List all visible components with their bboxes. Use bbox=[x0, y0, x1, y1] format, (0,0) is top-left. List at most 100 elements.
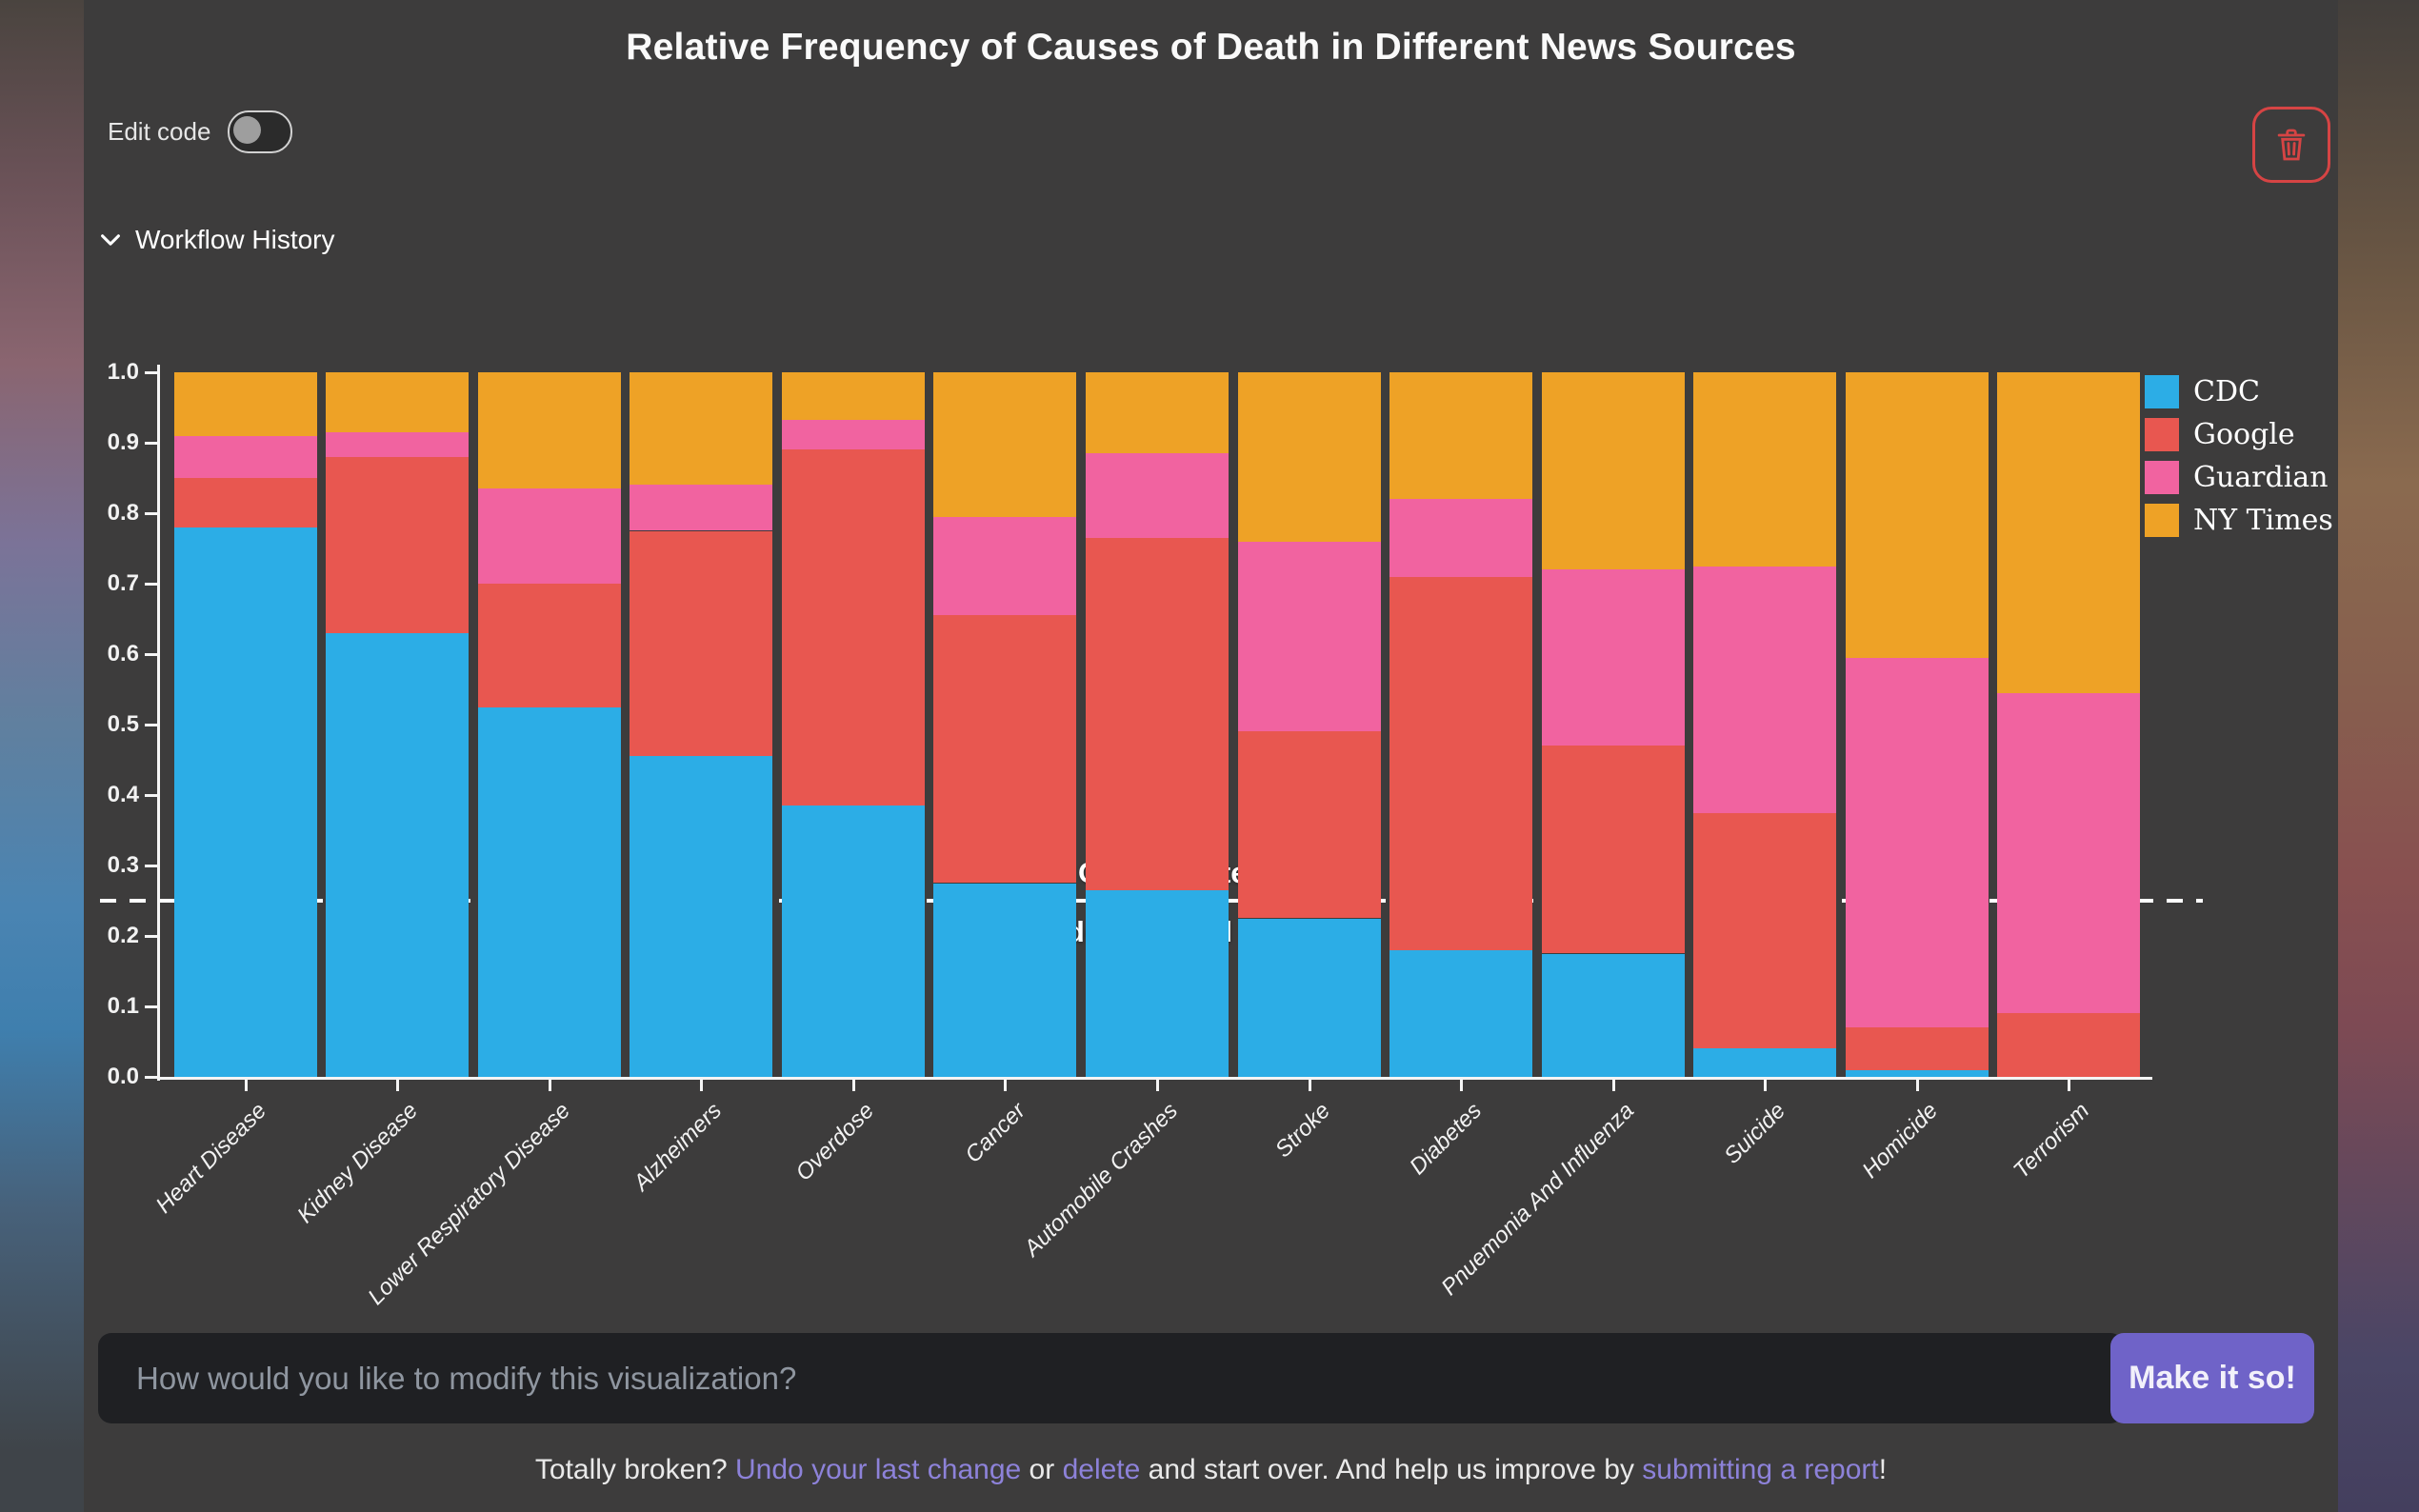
y-tick-label: 0.6 bbox=[107, 641, 139, 666]
bar-segment-guardian bbox=[1541, 569, 1685, 746]
footer-link[interactable]: Undo your last change bbox=[735, 1454, 1022, 1485]
footer-text: and start over. And help us improve by bbox=[1140, 1454, 1643, 1485]
x-tick-mark bbox=[2068, 1080, 2071, 1091]
bar-segment-guardian bbox=[173, 435, 317, 478]
y-tick-label: 0.3 bbox=[107, 852, 139, 878]
bar-segment-ny-times bbox=[1086, 372, 1229, 454]
bar-segment-google bbox=[781, 449, 925, 806]
x-tick-label: Homicide bbox=[1856, 1098, 1943, 1184]
prompt-bar: Make it so! bbox=[98, 1333, 2314, 1423]
x-tick-label: Automobile Crashes bbox=[1019, 1098, 1184, 1262]
bar-segment-ny-times bbox=[477, 372, 621, 489]
bar-segment-guardian bbox=[1997, 692, 2141, 1014]
y-tick-mark bbox=[145, 935, 157, 938]
y-tick-label: 0.4 bbox=[107, 782, 139, 807]
y-tick-label: 1.0 bbox=[107, 359, 139, 385]
y-tick-label: 0.0 bbox=[107, 1064, 139, 1089]
x-tick-mark bbox=[700, 1080, 704, 1091]
bar-segment-cdc bbox=[1541, 953, 1685, 1077]
legend-item-guardian: Guardian bbox=[2145, 456, 2333, 499]
x-tick-label: Heart Disease bbox=[150, 1098, 271, 1219]
x-tick-mark bbox=[396, 1080, 400, 1091]
bar-segment-ny-times bbox=[630, 372, 773, 486]
bar-segment-guardian bbox=[1845, 657, 1989, 1028]
bar-segment-google bbox=[1541, 746, 1685, 954]
workflow-history-toggle[interactable]: Workflow History bbox=[99, 225, 335, 255]
bar-segment-google bbox=[630, 530, 773, 757]
legend-item-ny-times: NY Times bbox=[2145, 499, 2333, 542]
bar-segment-cdc bbox=[1086, 889, 1229, 1077]
bar-segment-ny-times bbox=[1541, 372, 1685, 570]
bar-segment-ny-times bbox=[1845, 372, 1989, 658]
wallpaper-left-strip bbox=[0, 0, 95, 1512]
footer-link[interactable]: delete bbox=[1062, 1454, 1141, 1485]
legend-item-google: Google bbox=[2145, 413, 2333, 456]
bar-segment-guardian bbox=[1693, 566, 1837, 813]
y-tick-mark bbox=[145, 1076, 157, 1079]
x-axis-line bbox=[157, 1077, 2152, 1080]
bar-segment-google bbox=[1693, 812, 1837, 1049]
bar-segment-google bbox=[326, 456, 470, 633]
edit-code-label: Edit code bbox=[108, 117, 211, 146]
y-tick-label: 0.7 bbox=[107, 570, 139, 596]
legend-item-cdc: CDC bbox=[2145, 370, 2333, 413]
bar-segment-guardian bbox=[1237, 541, 1381, 732]
bar-segment-guardian bbox=[477, 488, 621, 584]
y-tick-label: 0.8 bbox=[107, 500, 139, 526]
y-tick-mark bbox=[145, 1005, 157, 1008]
x-tick-mark bbox=[1611, 1080, 1615, 1091]
x-tick-label: Diabetes bbox=[1405, 1098, 1488, 1181]
bar-segment-cdc bbox=[1693, 1048, 1837, 1077]
y-tick-label: 0.9 bbox=[107, 429, 139, 455]
bar-segment-ny-times bbox=[933, 372, 1077, 517]
bar-segment-cdc bbox=[1237, 918, 1381, 1077]
legend-label: NY Times bbox=[2193, 504, 2333, 537]
legend-swatch bbox=[2145, 504, 2179, 537]
footer-text: Totally broken? bbox=[534, 1454, 736, 1485]
x-tick-mark bbox=[1308, 1080, 1311, 1091]
bar-segment-guardian bbox=[781, 419, 925, 450]
x-tick-mark bbox=[851, 1080, 855, 1091]
legend-swatch bbox=[2145, 375, 2179, 408]
y-tick-mark bbox=[145, 583, 157, 586]
y-tick-mark bbox=[145, 865, 157, 867]
bar-segment-cdc bbox=[933, 883, 1077, 1077]
app-panel: Relative Frequency of Causes of Death in… bbox=[84, 0, 2338, 1512]
workflow-history-label: Workflow History bbox=[135, 225, 335, 254]
bar-segment-ny-times bbox=[1693, 372, 1837, 567]
bar-segment-ny-times bbox=[1997, 372, 2141, 693]
y-tick-mark bbox=[145, 442, 157, 445]
legend-swatch bbox=[2145, 461, 2179, 494]
footer-link[interactable]: submitting a report bbox=[1642, 1454, 1879, 1485]
bar-segment-ny-times bbox=[326, 372, 470, 432]
bar-segment-cdc bbox=[326, 632, 470, 1077]
trash-icon bbox=[2277, 129, 2306, 161]
prompt-input[interactable] bbox=[98, 1333, 2124, 1423]
x-tick-label: Terrorism bbox=[2009, 1098, 2095, 1184]
bar-segment-cdc bbox=[477, 706, 621, 1077]
bar-segment-google bbox=[173, 478, 317, 527]
x-tick-label: Suicide bbox=[1719, 1098, 1791, 1169]
wallpaper-right-strip bbox=[2324, 0, 2419, 1512]
bar-segment-ny-times bbox=[173, 372, 317, 436]
bar-segment-guardian bbox=[630, 485, 773, 531]
legend-label: Guardian bbox=[2193, 461, 2329, 494]
make-it-so-button[interactable]: Make it so! bbox=[2110, 1333, 2314, 1423]
delete-visualization-button[interactable] bbox=[2252, 107, 2330, 183]
bar-segment-cdc bbox=[1845, 1069, 1989, 1077]
page-title: Relative Frequency of Causes of Death in… bbox=[626, 27, 1796, 68]
legend-label: CDC bbox=[2193, 375, 2260, 408]
bar-segment-guardian bbox=[326, 431, 470, 457]
legend-label: Google bbox=[2193, 418, 2295, 451]
x-tick-mark bbox=[1004, 1080, 1008, 1091]
toggle-knob bbox=[233, 116, 262, 144]
x-tick-mark bbox=[548, 1080, 551, 1091]
y-tick-mark bbox=[145, 794, 157, 797]
x-tick-mark bbox=[244, 1080, 248, 1091]
y-tick-mark bbox=[145, 724, 157, 726]
edit-code-toggle[interactable] bbox=[228, 110, 293, 153]
chevron-down-icon bbox=[101, 234, 120, 246]
bar-segment-google bbox=[1086, 537, 1229, 890]
x-tick-mark bbox=[1156, 1080, 1159, 1091]
